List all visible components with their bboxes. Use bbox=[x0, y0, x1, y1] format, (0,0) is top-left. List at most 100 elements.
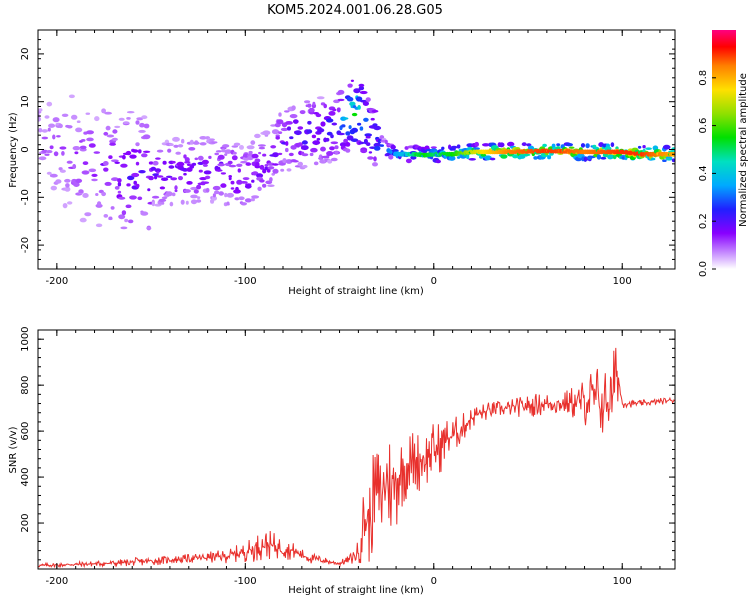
spectrogram-cell bbox=[482, 143, 490, 147]
spectrogram-cell bbox=[650, 157, 656, 161]
spectrogram-cell bbox=[176, 161, 185, 167]
spectrogram-cell bbox=[533, 156, 538, 160]
spectrogram-cell bbox=[148, 175, 154, 181]
spectrogram-cell bbox=[59, 169, 66, 173]
spectrogram-cell bbox=[327, 159, 333, 164]
spectrogram-cell bbox=[390, 144, 396, 150]
spectrogram-cell bbox=[435, 159, 441, 164]
spectrogram-cell bbox=[365, 97, 371, 102]
spectrogram-cell bbox=[355, 96, 363, 102]
spectrogram-cell bbox=[78, 189, 84, 194]
spectrogram-cell bbox=[142, 150, 151, 153]
spectrogram-cell bbox=[41, 136, 49, 140]
x-tick-label: -100 bbox=[234, 576, 257, 587]
spectrogram-cell bbox=[307, 120, 312, 125]
spectrogram-cell bbox=[359, 90, 368, 95]
spectrogram-cell bbox=[82, 193, 89, 198]
spectrogram-cell bbox=[328, 111, 336, 116]
spectrogram-cell bbox=[141, 153, 148, 158]
colorbar-tick-label: 0.4 bbox=[698, 165, 709, 181]
spectrogram-cell bbox=[542, 143, 547, 148]
spectrogram-cell bbox=[197, 155, 204, 161]
spectrogram-cell bbox=[367, 156, 374, 160]
spectrogram-cell bbox=[177, 144, 184, 148]
spectrogram-cell bbox=[244, 184, 252, 189]
snr-panel: -200 -100 0 100 200 400 600 800 1000 Height of … bbox=[8, 326, 676, 596]
spectrogram-cell bbox=[345, 148, 351, 153]
spectrogram-cell bbox=[67, 201, 73, 205]
spectrogram-cell bbox=[313, 161, 319, 166]
spectrogram-cell bbox=[264, 164, 269, 167]
spectrogram-cell bbox=[262, 153, 267, 157]
spectrogram-cell bbox=[220, 183, 227, 188]
spectrogram-cell bbox=[366, 142, 371, 147]
spectrogram-cell bbox=[379, 144, 384, 147]
spectrogram-cell bbox=[146, 226, 152, 230]
spectrogram-cell bbox=[285, 147, 289, 153]
spectrogram-cell bbox=[662, 159, 667, 162]
spectrogram-cell bbox=[201, 159, 209, 165]
spectrogram-cell bbox=[271, 129, 280, 135]
spectrogram-cell bbox=[278, 112, 282, 117]
spectrogram-cell bbox=[202, 163, 208, 167]
y-tick-label: -10 bbox=[20, 189, 31, 205]
spectrogram-cell bbox=[358, 83, 365, 88]
spectrogram-cell bbox=[204, 175, 211, 180]
spectrogram-cell bbox=[230, 187, 235, 190]
y-tick-label: -20 bbox=[20, 237, 31, 253]
spectrogram-cell bbox=[181, 138, 185, 144]
spectrogram-cell bbox=[129, 195, 137, 200]
spectrogram-cell bbox=[230, 180, 235, 185]
x-tick-label: -100 bbox=[234, 276, 257, 287]
spectrogram-cell bbox=[304, 100, 311, 104]
spectrogram-cell bbox=[151, 195, 160, 199]
spectrogram-cell bbox=[357, 122, 362, 126]
spectrogram-cell bbox=[270, 145, 277, 149]
spectrogram-cell bbox=[66, 160, 73, 164]
spectrogram-cell bbox=[135, 120, 140, 125]
spectrogram-cell bbox=[246, 145, 255, 150]
figure-title: KOM5.2024.001.06.28.G05 bbox=[267, 3, 443, 18]
spectrogram-cell bbox=[250, 198, 255, 202]
spectrogram-cell bbox=[95, 223, 103, 228]
spectrogram-cell bbox=[128, 219, 134, 224]
spectrogram-cell bbox=[316, 96, 325, 100]
snr-x-ticks: -200 -100 0 100 bbox=[37, 330, 661, 587]
spectrogram-cell bbox=[240, 202, 247, 206]
spectrogram-cell bbox=[645, 147, 652, 150]
spectrogram-cell bbox=[276, 119, 284, 125]
spectrogram-cell bbox=[120, 226, 128, 230]
y-tick-label: 800 bbox=[20, 376, 31, 395]
y-tick-label: 20 bbox=[20, 48, 31, 61]
spectrogram-cell bbox=[258, 151, 262, 155]
spectrogram-cell bbox=[180, 199, 185, 205]
spectrogram-cell bbox=[430, 146, 437, 149]
spectrogram-cell bbox=[44, 115, 50, 119]
spectrogram-cell bbox=[193, 189, 199, 194]
spectrogram-cell bbox=[173, 144, 179, 148]
spectrogram-cell bbox=[326, 118, 334, 123]
y-tick-label: 1000 bbox=[20, 326, 31, 351]
spectrogram-cell bbox=[126, 117, 131, 120]
spectrogram-cell bbox=[85, 112, 91, 115]
spectrogram-cell bbox=[372, 162, 378, 167]
spectrogram-cell bbox=[211, 141, 218, 144]
spectrogram-cell bbox=[154, 168, 162, 173]
spectrogram-cell bbox=[161, 177, 169, 181]
spectrogram-cell bbox=[131, 172, 140, 178]
spectrogram-cell bbox=[190, 199, 198, 205]
colorbar-ticks: 0.0 0.2 0.4 0.6 0.8 bbox=[698, 70, 716, 277]
y-tick-label: 600 bbox=[20, 422, 31, 441]
spectrogram-cell bbox=[522, 153, 531, 157]
spectrogram-cell bbox=[365, 135, 371, 139]
spectrogram-cell bbox=[358, 141, 365, 145]
spectrogram-cell bbox=[310, 147, 318, 153]
spectrogram-cell bbox=[160, 201, 165, 205]
spectrogram-cell bbox=[103, 167, 109, 172]
spectrogram-cell bbox=[189, 165, 195, 169]
spectrogram-cell bbox=[238, 196, 245, 201]
spectrogram-cell bbox=[93, 151, 101, 154]
spectrogram-cell bbox=[214, 190, 220, 195]
spectrogram-cell bbox=[351, 127, 358, 133]
spectrogram-cell bbox=[114, 161, 120, 164]
